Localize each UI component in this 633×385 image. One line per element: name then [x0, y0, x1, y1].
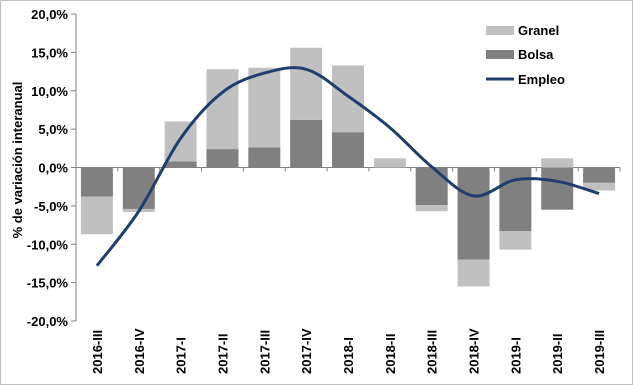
- bar-bolsa-2018-III: [415, 167, 448, 206]
- x-tick-label: 2016-III: [90, 330, 105, 374]
- bar-bolsa-2017-II: [206, 149, 239, 168]
- legend-label-empleo: Empleo: [518, 72, 565, 87]
- x-tick-labels: 2016-III 2016-IV 2017-I 2017-II 2017-III 2017…: [90, 328, 607, 374]
- y-tick-label: -10,0%: [27, 237, 69, 252]
- bar-bolsa-2019-III: [583, 167, 616, 183]
- y-tick-label: 20,0%: [31, 7, 68, 22]
- bar-bolsa-2018-I: [332, 132, 364, 168]
- bar-granel-2017-II: [206, 69, 239, 150]
- line-empleo: [95, 66, 600, 267]
- bar-bolsa-2019-I: [499, 167, 532, 232]
- bar-granel-2019-I: [499, 231, 532, 250]
- x-tick-label: 2019-III: [592, 330, 607, 374]
- y-tick-label: 10,0%: [31, 84, 68, 99]
- y-tick-label: 5,0%: [38, 122, 68, 137]
- legend-label-bolsa: Bolsa: [518, 47, 554, 62]
- bar-granel-2019-II: [541, 158, 574, 168]
- x-tick-label: 2019-I: [508, 337, 523, 374]
- bar-bolsa-2018-IV: [457, 167, 490, 260]
- line-group: [95, 66, 600, 267]
- bar-granel-2018-III: [415, 205, 448, 212]
- x-tick-label: 2017-II: [215, 334, 230, 374]
- x-tick-label: 2017-III: [257, 330, 272, 374]
- y-axis-label: % de variación interanual: [10, 82, 25, 239]
- bar-granel-2018-IV: [457, 259, 490, 287]
- y-tick-labels: 20,0% 15,0% 10,0% 5,0% 0,0% -5,0% -10,0% -15,0%…: [27, 7, 69, 329]
- legend-swatch-granel: [486, 26, 514, 35]
- bar-granel-2019-III: [583, 182, 616, 191]
- bar-bolsa-2017-IV: [290, 119, 323, 168]
- x-tick-label: 2018-IV: [467, 328, 482, 374]
- bar-bolsa-2017-III: [248, 147, 281, 168]
- x-tick-label: 2017-IV: [299, 328, 314, 374]
- y-tick-label: -5,0%: [34, 199, 68, 214]
- x-tick-label: 2016-IV: [132, 328, 147, 374]
- bar-granel-2017-IV: [290, 47, 323, 120]
- x-tick-label: 2017-I: [174, 337, 189, 374]
- legend: Granel Bolsa Empleo: [486, 23, 565, 87]
- y-tick-label: -15,0%: [27, 276, 69, 291]
- bar-bolsa-2019-II: [541, 167, 574, 210]
- bar-bolsa-2017-I: [164, 161, 197, 168]
- bars-group: [80, 47, 616, 287]
- bar-bolsa-2016-III: [80, 167, 113, 197]
- bar-granel-2018-I: [332, 65, 364, 133]
- x-tick-label: 2018-I: [341, 337, 356, 374]
- bar-granel-2018-II: [373, 158, 406, 168]
- y-tick-label: -20,0%: [27, 314, 69, 329]
- bar-granel-2016-III: [80, 196, 113, 235]
- x-tick-label: 2019-II: [550, 334, 565, 374]
- legend-swatch-bolsa: [486, 50, 514, 59]
- bar-bolsa-2016-IV: [122, 167, 155, 209]
- bar-granel-2017-III: [248, 67, 281, 148]
- y-tick-label: 15,0%: [31, 45, 68, 60]
- y-tick-label: 0,0%: [38, 161, 68, 176]
- x-tick-label: 2018-III: [425, 330, 440, 374]
- legend-label-granel: Granel: [518, 23, 559, 38]
- x-tick-label: 2018-II: [383, 334, 398, 374]
